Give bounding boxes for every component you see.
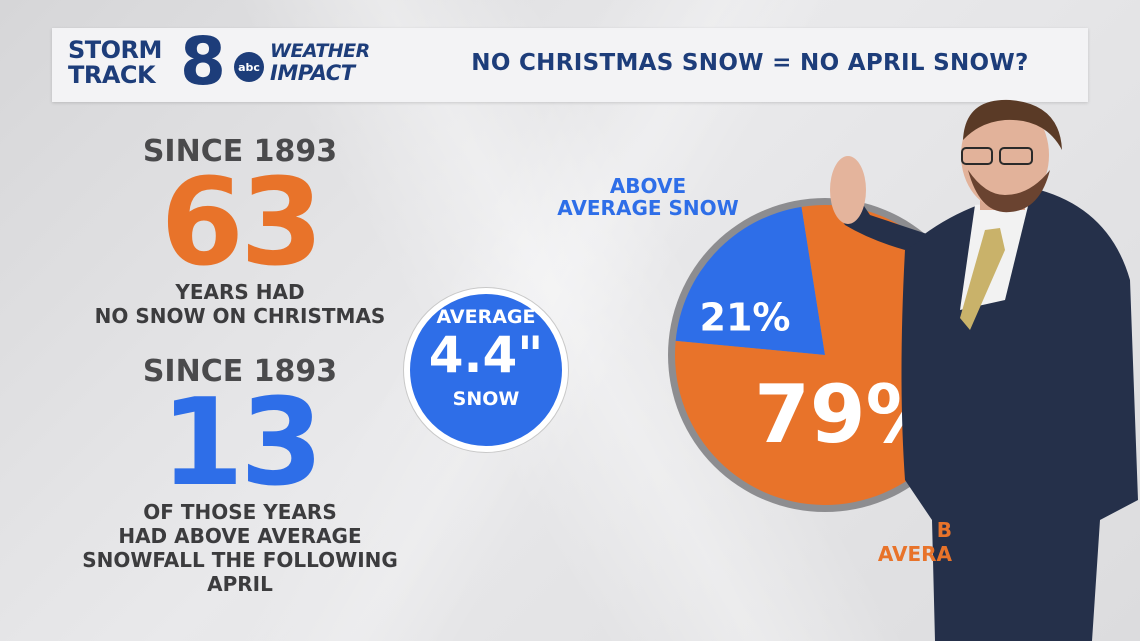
header-bar: STORM TRACK 8 abc WEATHER IMPACT NO CHRI… <box>52 23 1088 102</box>
weather-text: WEATHER <box>270 40 370 62</box>
average-snow-badge: AVERAGE 4.4" SNOW <box>404 288 568 452</box>
presenter-suit <box>901 190 1138 641</box>
stat-april: SINCE 1893 13 OF THOSE YEARS HAD ABOVE A… <box>60 354 420 597</box>
stat-number: 13 <box>160 374 324 513</box>
stat-since-label: SINCE 1893 <box>142 134 338 169</box>
presenter-head <box>961 100 1049 210</box>
logo-storm-text: STORM <box>68 36 162 64</box>
presenter-hand <box>830 156 866 224</box>
stat-description-line: YEARS HAD <box>175 280 305 304</box>
abc-logo-icon: abc <box>234 52 264 82</box>
average-unit-label: SNOW <box>452 388 520 410</box>
stat-description-line: SNOWFALL THE FOLLOWING APRIL <box>82 548 398 596</box>
pie-slice <box>675 205 976 506</box>
impact-text: IMPACT <box>270 61 355 85</box>
pie-label-below-average: B AVERA <box>852 518 952 566</box>
weather-impact-logo: WEATHER IMPACT <box>270 40 370 84</box>
pie-slice-value-label: 21% <box>700 296 791 340</box>
stat-description-line: HAD ABOVE AVERAGE <box>118 524 362 548</box>
pie-label-line: AVERA <box>877 542 952 566</box>
presenter-hair <box>963 99 1062 150</box>
logo-track-text: TRACK <box>68 61 156 89</box>
stat-description-line: NO SNOW ON CHRISTMAS <box>94 304 386 328</box>
pie-label-line: ABOVE <box>609 174 687 198</box>
stat-since-label: SINCE 1893 <box>142 354 338 389</box>
pie-label-line: B <box>936 518 952 542</box>
average-label: AVERAGE <box>436 306 536 328</box>
stat-description-line: OF THOSE YEARS <box>143 500 337 524</box>
presenter-tie <box>960 228 1005 330</box>
presenter-glasses-lens <box>999 147 1033 165</box>
station-logo: STORM TRACK <box>68 38 162 88</box>
pie-label-above-average: ABOVE AVERAGE SNOW <box>548 175 748 219</box>
average-value: 4.4" <box>428 326 544 384</box>
page-title: NO CHRISTMAS SNOW = NO APRIL SNOW? <box>471 50 1029 76</box>
pie-slice <box>675 206 825 355</box>
presenter-glasses <box>961 147 993 165</box>
logo-eight: 8 <box>180 23 226 100</box>
presenter-beard <box>968 170 1050 213</box>
stat-number: 63 <box>160 154 324 293</box>
pie-label-line: AVERAGE SNOW <box>557 196 739 220</box>
stat-christmas: SINCE 1893 63 YEARS HAD NO SNOW ON CHRIS… <box>60 134 420 329</box>
